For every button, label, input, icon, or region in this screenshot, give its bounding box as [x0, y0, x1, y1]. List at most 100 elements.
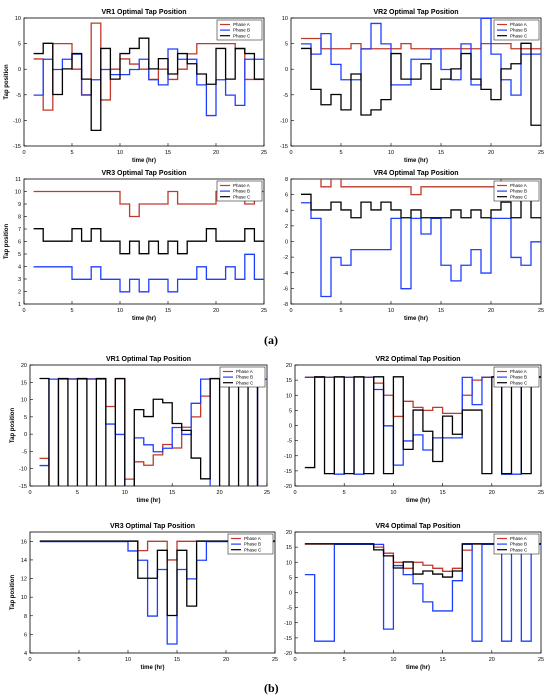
- x-tick-label: 15: [169, 490, 175, 496]
- y-tick-label: 3: [18, 277, 21, 283]
- series-line-phase-b: [39, 378, 267, 486]
- x-tick-label: 10: [125, 657, 131, 663]
- legend-label: Phase C: [510, 547, 528, 552]
- y-tick-label: -20: [284, 484, 292, 490]
- x-tick-label: 10: [117, 150, 123, 156]
- legend-label: Phase A: [233, 183, 250, 188]
- x-tick-label: 25: [538, 308, 544, 314]
- y-tick-label: 2: [285, 224, 288, 230]
- y-tick-label: 15: [21, 380, 27, 386]
- x-tick-label: 20: [213, 308, 219, 314]
- y-tick-label: -5: [287, 439, 292, 445]
- chart-5: 0 5 10 15 20 25 -15 -10 -5 0 5 10 15 20 VR1 Optimal Ta…: [10, 356, 270, 504]
- x-tick-label: 25: [261, 308, 267, 314]
- x-tick-label: 25: [272, 657, 278, 663]
- x-tick-label: 20: [488, 308, 494, 314]
- y-axis-label: Tap position: [4, 224, 10, 260]
- y-tick-label: 6: [24, 632, 27, 638]
- legend-label: Phase A: [510, 22, 527, 27]
- x-tick-label: 5: [343, 657, 346, 663]
- x-axis-label: time (hr): [132, 158, 156, 164]
- x-tick-label: 0: [289, 308, 292, 314]
- x-tick-label: 10: [388, 150, 394, 156]
- chart-title: VR1 Optimal Tap Position: [101, 9, 186, 16]
- y-tick-label: 12: [21, 577, 27, 583]
- x-tick-label: 20: [489, 657, 495, 663]
- x-tick-label: 20: [488, 150, 494, 156]
- x-tick-label: 5: [70, 150, 73, 156]
- y-tick-label: 0: [289, 424, 292, 430]
- chart-title: VR2 Optimal Tap Position: [375, 356, 460, 363]
- legend-label: Phase B: [510, 542, 527, 547]
- x-tick-label: 0: [28, 657, 31, 663]
- x-axis-label: time (hr): [406, 665, 430, 671]
- y-tick-label: -15: [19, 484, 27, 490]
- y-tick-label: -8: [283, 302, 288, 308]
- y-tick-label: 5: [18, 42, 21, 48]
- x-tick-label: 25: [538, 490, 544, 496]
- y-tick-label: -10: [284, 454, 292, 460]
- y-tick-label: 8: [18, 215, 21, 221]
- chart-3: 0 5 10 15 20 25 1 2 3 4 5 6 7 8 9 10 11 VR3 Optimal Tap P…: [4, 170, 267, 322]
- y-tick-label: 0: [289, 591, 292, 597]
- legend-label: Phase B: [233, 28, 250, 33]
- y-tick-label: 10: [282, 16, 288, 22]
- legend-label: Phase C: [510, 33, 528, 38]
- series-line-phase-c: [39, 540, 275, 617]
- chart-title: VR3 Optimal Tap Position: [101, 170, 186, 177]
- legend-label: Phase A: [510, 183, 527, 188]
- legend-label: Phase B: [233, 189, 250, 194]
- y-tick-label: 6: [18, 240, 21, 246]
- legend-label: Phase C: [510, 380, 528, 385]
- chart-8: 0 5 10 15 20 25 -20 -15 -10 -5 0 5 10 15 20 VR4 Optimal…: [284, 523, 544, 671]
- panel-label-b: (b): [264, 681, 279, 695]
- x-tick-label: 15: [440, 490, 446, 496]
- y-tick-label: 0: [24, 432, 27, 438]
- y-tick-label: 8: [285, 177, 288, 183]
- x-tick-label: 25: [538, 150, 544, 156]
- y-tick-label: -20: [284, 651, 292, 657]
- y-tick-label: -10: [284, 621, 292, 627]
- x-tick-label: 5: [339, 150, 342, 156]
- series-line-phase-b: [301, 202, 541, 298]
- x-tick-label: 15: [174, 657, 180, 663]
- y-tick-label: 20: [21, 363, 27, 369]
- y-tick-label: -5: [16, 93, 21, 99]
- y-tick-label: 15: [286, 378, 292, 384]
- series-line-phase-c: [304, 376, 541, 475]
- y-tick-label: 20: [286, 530, 292, 536]
- y-tick-label: 10: [286, 393, 292, 399]
- x-tick-label: 0: [22, 308, 25, 314]
- y-tick-label: 14: [21, 558, 27, 564]
- y-tick-label: 0: [285, 67, 288, 73]
- y-tick-label: 7: [18, 227, 21, 233]
- y-tick-label: 1: [18, 302, 21, 308]
- legend-label: Phase A: [510, 369, 527, 374]
- y-tick-label: 5: [285, 42, 288, 48]
- y-tick-label: 10: [286, 560, 292, 566]
- y-axis-label: Tap position: [10, 575, 16, 611]
- series-line-phase-c: [39, 377, 259, 486]
- chart-4: 0 5 10 15 20 25 -8 -6 -4 -2 0 2 4 6 8 VR4 Optimal Tap P…: [283, 170, 544, 322]
- x-tick-label: 0: [289, 150, 292, 156]
- chart-7: 0 5 10 15 20 25 4 6 8 10 12 14 16 VR3 Optimal Tap Pos…: [10, 523, 278, 671]
- legend-label: Phase A: [236, 369, 253, 374]
- y-tick-label: -5: [22, 449, 27, 455]
- series-line-phase-c: [301, 193, 541, 219]
- y-tick-label: -15: [284, 636, 292, 642]
- y-tick-label: -5: [287, 606, 292, 612]
- legend-label: Phase C: [236, 380, 254, 385]
- x-tick-label: 10: [388, 308, 394, 314]
- chart-title: VR3 Optimal Tap Position: [110, 523, 195, 530]
- chart-title: VR4 Optimal Tap Position: [375, 523, 460, 530]
- y-tick-label: -15: [13, 144, 21, 150]
- y-axis-label: Tap position: [4, 64, 10, 100]
- y-tick-label: 0: [285, 240, 288, 246]
- x-axis-label: time (hr): [132, 316, 156, 322]
- legend-label: Phase C: [233, 33, 251, 38]
- series-line-phase-c: [33, 37, 264, 131]
- series-group: [301, 18, 541, 126]
